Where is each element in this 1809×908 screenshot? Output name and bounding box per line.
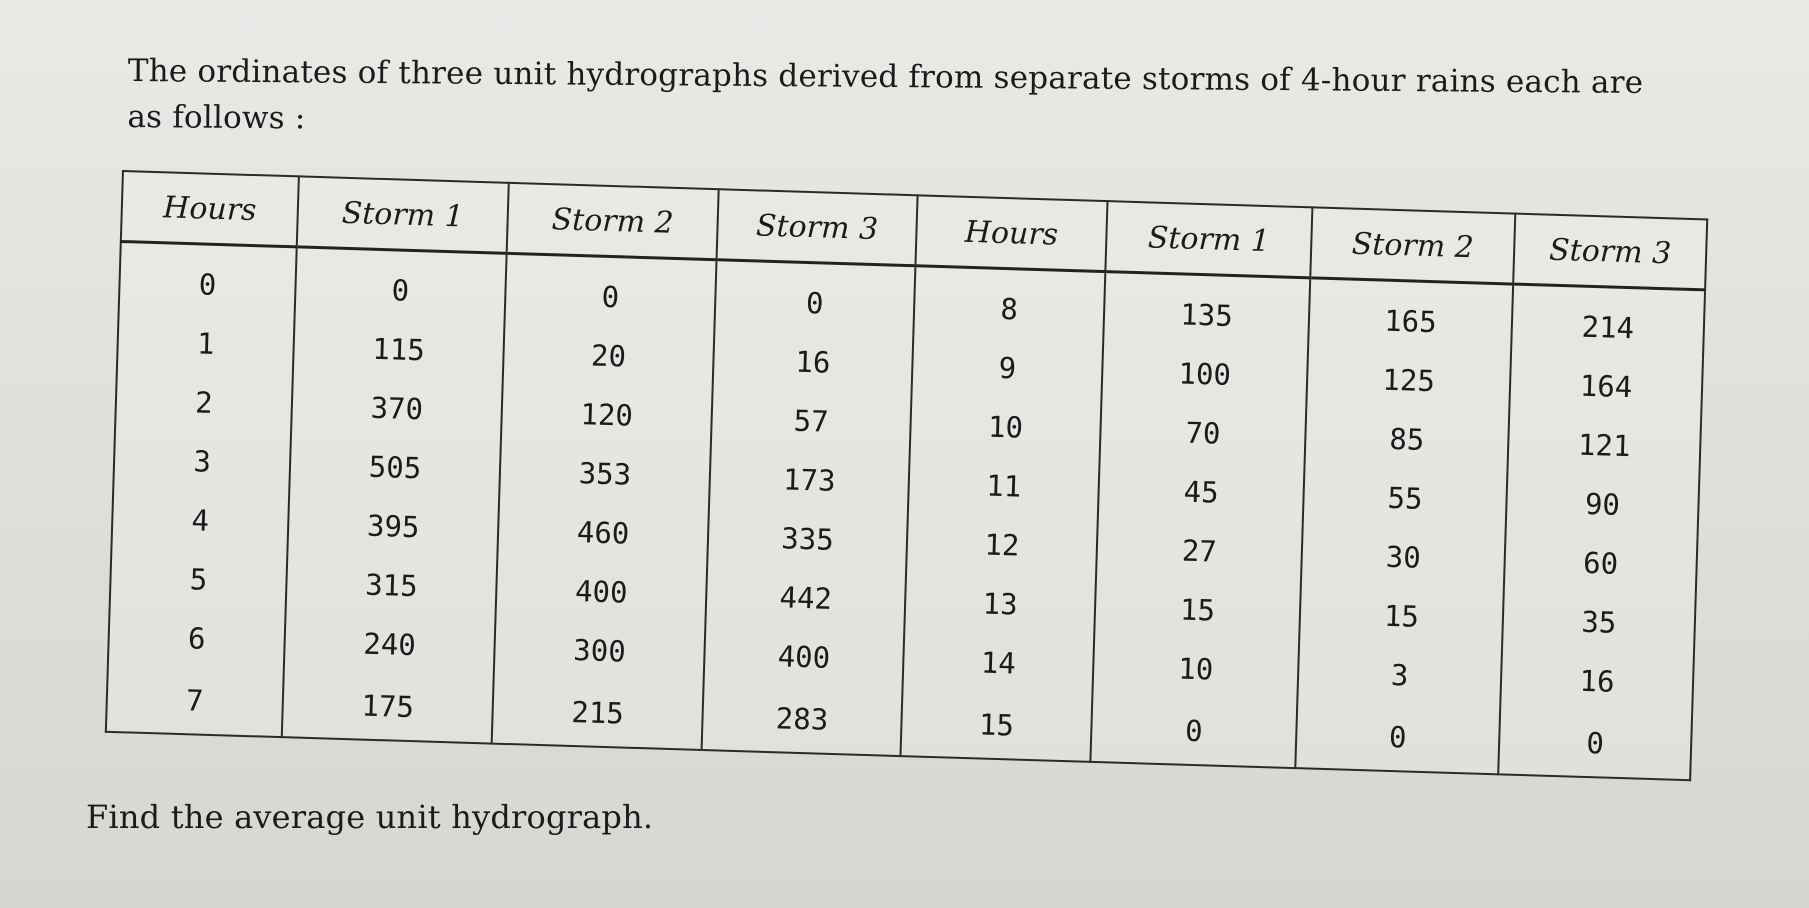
- table-cell: 16: [712, 329, 914, 395]
- header-hours-1: Hours: [120, 171, 299, 247]
- table-cell: 135: [1103, 271, 1311, 348]
- table-cell: 9: [911, 335, 1104, 401]
- table-cell: 460: [497, 499, 710, 566]
- header-storm1-2: Storm 1: [1105, 201, 1313, 278]
- table-cell: 57: [710, 388, 912, 454]
- table-cell: 20: [502, 322, 715, 389]
- table-cell: 13: [904, 571, 1097, 636]
- table-cell: 85: [1304, 406, 1510, 472]
- table-cell: 125: [1306, 347, 1512, 413]
- table-cell: 5: [109, 546, 288, 612]
- table-cell: 16: [1500, 648, 1694, 714]
- table-cell: 60: [1503, 530, 1698, 596]
- table-cell: 27: [1096, 517, 1303, 584]
- header-storm1-1: Storm 1: [296, 176, 509, 254]
- question-text: Find the average unit hydrograph.: [86, 798, 654, 836]
- table-cell: 400: [495, 558, 708, 625]
- table-cell: 45: [1097, 458, 1305, 525]
- table-cell: 6: [107, 605, 286, 671]
- table-cell: 442: [705, 565, 907, 631]
- table-cell: 11: [907, 453, 1100, 518]
- table-cell: 55: [1302, 465, 1508, 531]
- table-cell: 30: [1300, 524, 1506, 590]
- header-storm3-2: Storm 3: [1513, 213, 1708, 290]
- table-cell: 0: [714, 259, 916, 336]
- header-storm2-1: Storm 2: [506, 182, 719, 260]
- table-cell: 335: [707, 506, 908, 572]
- table-cell: 165: [1308, 277, 1514, 354]
- table-cell: 15: [1299, 583, 1504, 649]
- table-cell: 90: [1505, 471, 1700, 537]
- table-cell: 0: [1498, 707, 1693, 781]
- table-cell: 10: [909, 394, 1102, 459]
- table-cell: 315: [285, 552, 498, 618]
- table-cell: 0: [504, 253, 717, 330]
- table-cell: 3: [1297, 642, 1503, 708]
- table-cell: 400: [703, 624, 905, 690]
- table-cell: 15: [900, 689, 1093, 762]
- table-cell: 121: [1507, 412, 1702, 478]
- table-cell: 70: [1099, 400, 1307, 466]
- table-cell: 35: [1502, 589, 1696, 655]
- header-storm3-1: Storm 3: [716, 189, 918, 266]
- ordinates-table-container: Hours Storm 1 Storm 2 Storm 3 Hours Stor…: [104, 170, 1709, 782]
- table-cell: 283: [701, 683, 903, 757]
- table-cell: 12: [906, 512, 1098, 577]
- table-cell: 0: [1090, 694, 1298, 769]
- table-cell: 15: [1094, 576, 1301, 643]
- table-cell: 100: [1101, 341, 1309, 407]
- header-storm2-2: Storm 2: [1310, 207, 1516, 285]
- table-cell: 115: [292, 316, 505, 382]
- table-cell: 0: [294, 246, 507, 323]
- table-cell: 4: [111, 487, 290, 553]
- table-cell: 214: [1511, 284, 1706, 360]
- table-cell: 7: [105, 664, 284, 738]
- table-cell: 1: [116, 310, 295, 376]
- table-cell: 10: [1092, 635, 1300, 702]
- table-cell: 215: [491, 676, 704, 750]
- table-cell: 300: [493, 617, 706, 684]
- table-cell: 240: [283, 611, 496, 677]
- header-hours-2: Hours: [915, 195, 1108, 272]
- table-cell: 3: [113, 428, 292, 494]
- table-cell: 164: [1509, 353, 1703, 419]
- table-cell: 505: [289, 434, 501, 500]
- table-cell: 395: [287, 493, 500, 559]
- table-cell: 0: [1295, 701, 1501, 775]
- table-cell: 370: [291, 375, 503, 441]
- table-cell: 0: [118, 241, 297, 317]
- problem-statement: The ordinates of three unit hydrographs …: [127, 48, 1768, 153]
- table-cell: 14: [902, 630, 1095, 695]
- table-cell: 353: [499, 440, 711, 507]
- table-cell: 2: [115, 369, 293, 435]
- table-cell: 175: [281, 670, 494, 744]
- table-cell: 8: [913, 265, 1106, 342]
- ordinates-table: Hours Storm 1 Storm 2 Storm 3 Hours Stor…: [104, 170, 1709, 782]
- table-cell: 173: [709, 447, 910, 513]
- table-cell: 120: [500, 381, 713, 448]
